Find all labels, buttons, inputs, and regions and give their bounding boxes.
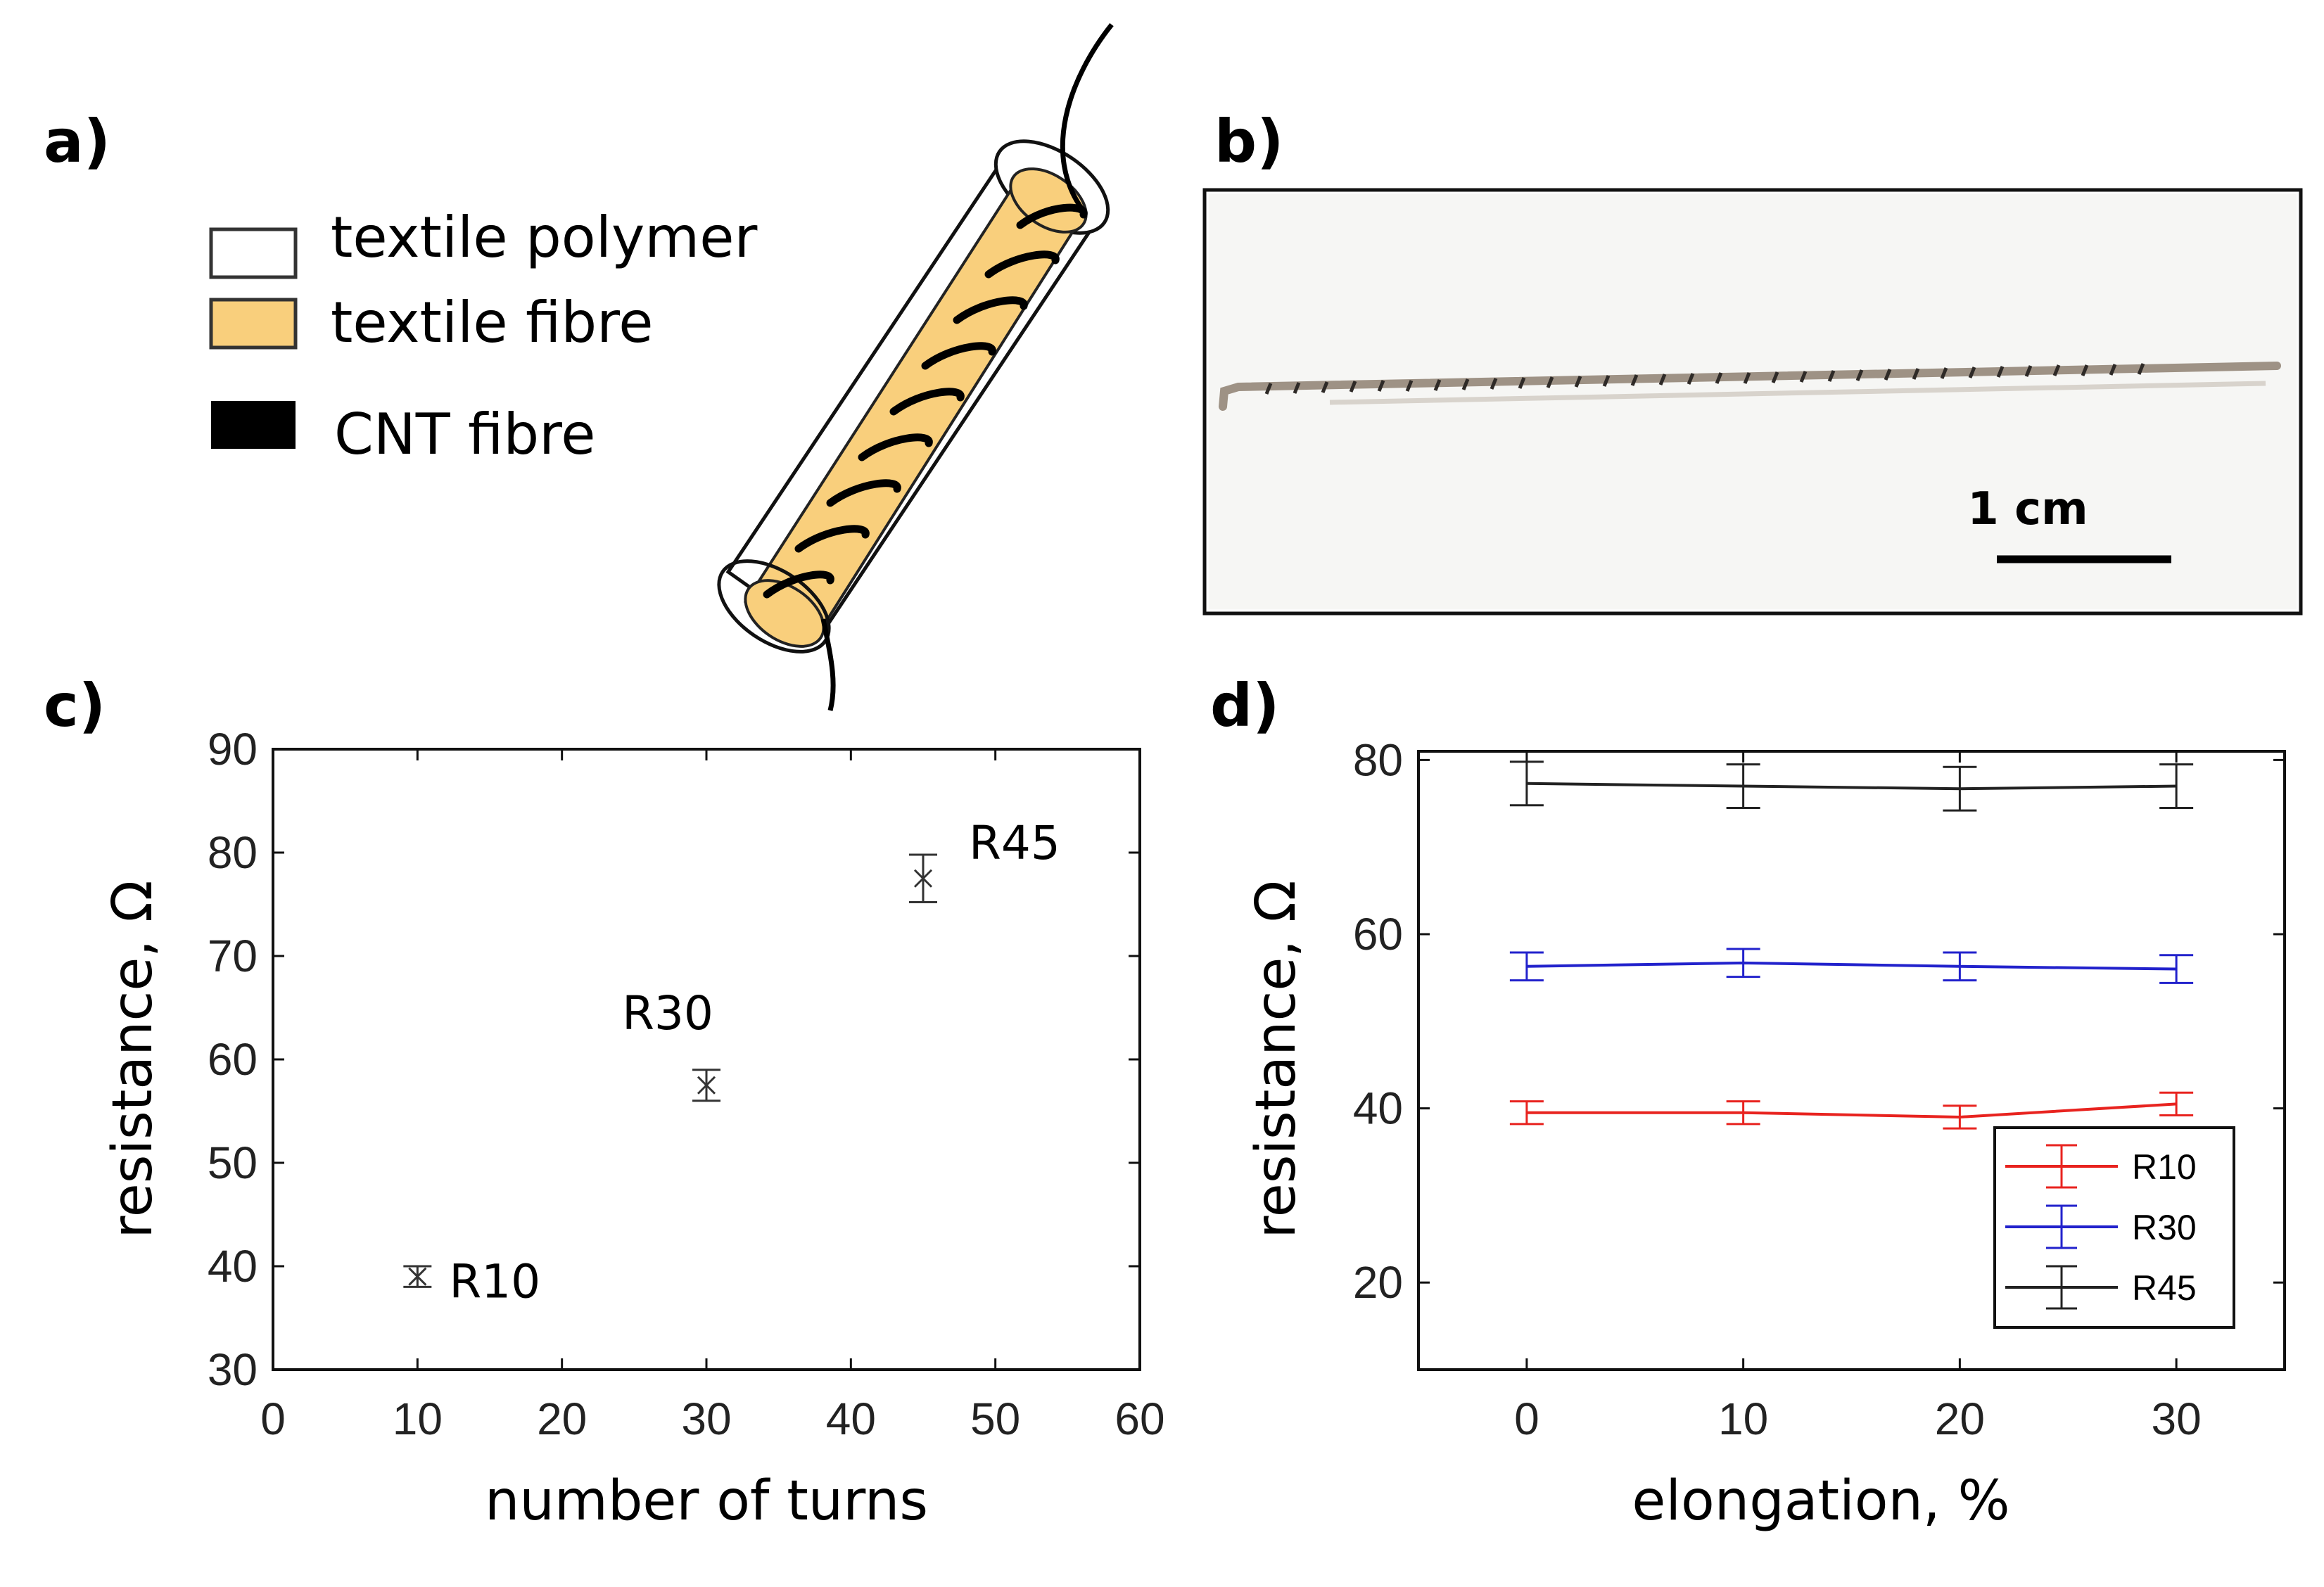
error-bar-r30 [1726, 948, 1760, 979]
error-bar-r45 [1726, 763, 1760, 809]
data-point-r30 [692, 1069, 720, 1102]
chart-c-x-axis-title: number of turns [485, 1470, 928, 1533]
data-point-r10 [403, 1265, 432, 1288]
chart-d-legend: R10 R30 R45 [1993, 1126, 2235, 1329]
schematic-legend: textile polymer textile fibre CNT fibre [209, 205, 757, 467]
error-bar-r10 [1943, 1104, 1977, 1130]
data-point-r45 [909, 853, 937, 904]
series-r30 [1509, 948, 2194, 984]
series-line-r45 [1526, 782, 2177, 791]
panel-label-a: a) [44, 107, 110, 176]
series-r45 [1509, 760, 2194, 812]
legend-label-textile-polymer: textile polymer [331, 205, 757, 270]
cnt-helix [763, 203, 1088, 599]
legend-entry-r10: R10 [2005, 1144, 2197, 1189]
error-bar-r45 [1943, 765, 1977, 812]
error-bar-r10 [1509, 1100, 1544, 1126]
legend-label-textile-fibre: textile fibre [331, 290, 654, 355]
y-tick-label: 60 [208, 1034, 258, 1085]
legend-label-r30: R30 [2132, 1208, 2197, 1247]
series-line-r10 [1526, 1102, 2177, 1118]
error-bar-r30 [2159, 954, 2194, 984]
x-tick-label: 20 [537, 1394, 587, 1444]
point-label-r45: R45 [969, 816, 1060, 870]
error-bar-r10 [2159, 1091, 2194, 1116]
y-tick-label: 50 [208, 1137, 258, 1188]
error-bar-r10 [1726, 1100, 1760, 1126]
panel-label-b: b) [1214, 107, 1284, 176]
photo-fibre [1219, 362, 2281, 411]
error-bar-r45 [1509, 760, 1544, 807]
legend-label-r10: R10 [2132, 1147, 2197, 1187]
y-tick-label: 20 [1353, 1257, 1403, 1308]
y-tick-label: 90 [208, 724, 258, 775]
cnt-lead-bottom [820, 618, 836, 711]
chart-d-x-axis-title: elongation, % [1632, 1470, 2009, 1533]
x-tick-label: 20 [1935, 1394, 1985, 1444]
series-r10 [1509, 1091, 2194, 1130]
x-tick-label: 40 [826, 1394, 876, 1444]
scale-bar-label: 1 cm [1967, 483, 2088, 535]
y-tick-label: 30 [208, 1344, 258, 1395]
y-tick-label: 80 [1353, 734, 1403, 785]
error-bar-r30 [1943, 951, 1977, 982]
legend-label-cnt-fibre: CNT fibre [334, 402, 596, 467]
point-label-r10: R10 [449, 1255, 540, 1309]
panel-label-d: d) [1210, 671, 1280, 740]
x-tick-label: 30 [2152, 1394, 2202, 1444]
x-tick-label: 0 [260, 1394, 286, 1444]
y-tick-label: 40 [208, 1241, 258, 1292]
series-line-r30 [1526, 961, 2177, 971]
x-tick-label: 60 [1115, 1394, 1164, 1444]
y-tick-label: 40 [1353, 1083, 1403, 1134]
panel-label-c: c) [44, 671, 106, 740]
legend-entry-r45: R45 [2005, 1265, 2197, 1310]
fibre-schematic-illustration [717, 23, 1114, 711]
legend-swatch-textile-polymer [209, 227, 298, 279]
legend-swatch-textile-fibre [209, 298, 298, 350]
x-tick-label: 10 [1718, 1394, 1768, 1444]
error-bar-r30 [1509, 951, 1544, 982]
legend-swatch-cnt-fibre [211, 401, 296, 449]
x-tick-label: 0 [1514, 1394, 1539, 1444]
y-tick-label: 70 [208, 931, 258, 981]
x-tick-label: 10 [393, 1394, 443, 1444]
error-bar-r45 [2159, 763, 2194, 809]
photo-cnt-wraps [1264, 363, 2145, 395]
photo-fibre-shadow [1329, 381, 2266, 405]
legend-entry-r30: R30 [2005, 1204, 2197, 1249]
chart-resistance-vs-turns: 0 10 20 30 40 50 60 30 40 50 60 70 80 90 R10 R30 R45 nu… [101, 724, 1165, 1533]
cnt-lead-top [1060, 23, 1114, 213]
fibre-photo: 1 cm [1202, 188, 2303, 616]
x-tick-label: 50 [970, 1394, 1020, 1444]
y-tick-label: 60 [1353, 909, 1403, 960]
legend-label-r45: R45 [2132, 1268, 2197, 1308]
chart-d-y-axis-title: resistance, Ω [1245, 880, 1308, 1238]
x-tick-label: 30 [681, 1394, 731, 1444]
chart-c-y-axis-title: resistance, Ω [101, 880, 165, 1238]
point-label-r30: R30 [622, 986, 713, 1040]
y-tick-label: 80 [208, 827, 258, 878]
